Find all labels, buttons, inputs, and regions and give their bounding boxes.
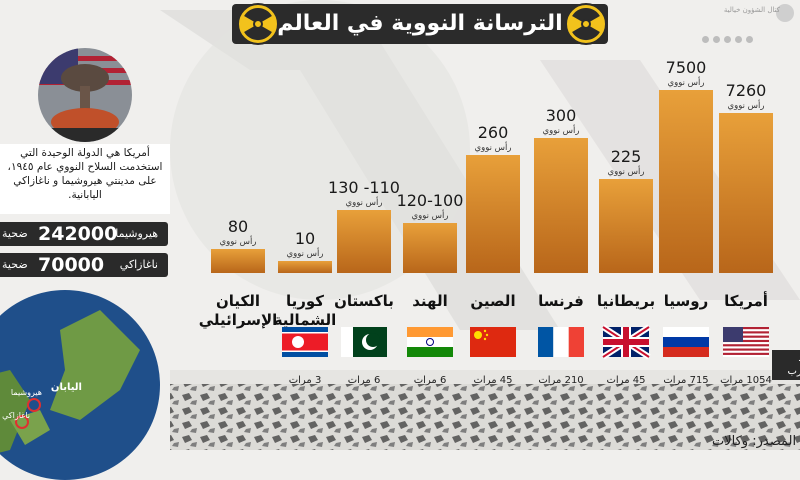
- hiroshima-stat: 242000 هيروشيما ضحية: [0, 222, 168, 246]
- bar-unit-label: رأس نووي: [345, 196, 382, 208]
- bar-unit-label: رأس نووي: [727, 99, 764, 111]
- tests-label: عدد تجارب: [772, 350, 800, 380]
- country-label: الصين: [470, 292, 515, 310]
- radiation-icon: [237, 3, 279, 45]
- bar: [337, 210, 391, 273]
- country-label: أمريكا: [724, 291, 768, 310]
- china-flag-icon: [470, 327, 516, 357]
- country-label: الهند: [412, 292, 447, 310]
- bar: [466, 155, 520, 273]
- tests-count: 6 مرات: [348, 375, 381, 386]
- bar-value-label: 10: [295, 229, 315, 248]
- tests-count: 210 مرات: [538, 375, 583, 386]
- social-icons: [702, 36, 753, 43]
- bar: [719, 113, 773, 273]
- bar: [659, 90, 713, 273]
- north-korea-flag-icon: [282, 327, 328, 357]
- social-icon[interactable]: [746, 36, 753, 43]
- social-icon[interactable]: [713, 36, 720, 43]
- hiroshima-label: هيروشيما: [115, 227, 158, 240]
- page-title: الترسانة النووية في العالم: [232, 4, 608, 44]
- pakistan-flag-icon: [341, 327, 387, 357]
- bar-value-label: 7260: [726, 81, 767, 100]
- uk-flag-icon: [601, 324, 651, 360]
- bar-value-label: 120-100: [397, 191, 464, 210]
- brand-logo: [776, 4, 794, 22]
- country-label: بريطانيا: [597, 292, 655, 310]
- bar: [534, 138, 588, 273]
- map-label-nagasaki: ناغازاكي: [2, 411, 30, 420]
- tests-count: 715 مرات: [663, 375, 708, 386]
- france-flag-icon: [538, 327, 584, 357]
- bar-unit-label: رأس نووي: [474, 141, 511, 153]
- bar-unit-label: رأس نووي: [607, 165, 644, 177]
- bar: [403, 223, 457, 273]
- russia-flag-icon: [663, 327, 709, 357]
- brand-name: كتال الشؤون خيالية: [723, 6, 780, 14]
- social-icon[interactable]: [702, 36, 709, 43]
- country-label: الإسرائيلي: [199, 311, 278, 329]
- bar: [211, 249, 265, 273]
- bar: [278, 261, 332, 273]
- source-label: المصدر: وكالات: [712, 434, 797, 449]
- bar-value-label: 130 -110: [328, 178, 400, 197]
- bar-unit-label: رأس نووي: [667, 76, 704, 88]
- info-text: أمريكا هي الدولة الوحيدة التي استخدمت ال…: [0, 144, 170, 214]
- tests-count: 3 مرات: [289, 375, 322, 386]
- radiation-icon: [565, 3, 607, 45]
- bar-unit-label: رأس نووي: [219, 235, 256, 247]
- tests-count: 1054 مرات: [720, 375, 772, 386]
- tests-count: 45 مرات: [474, 375, 513, 386]
- bar-value-label: 225: [611, 147, 642, 166]
- tests-count: 6 مرات: [414, 375, 447, 386]
- nagasaki-stat: 70000 ناغازاكي ضحية: [0, 253, 168, 277]
- bar-value-label: 7500: [666, 58, 707, 77]
- bar-unit-label: رأس نووي: [542, 124, 579, 136]
- map-label-japan: اليابان: [51, 382, 82, 393]
- social-icon[interactable]: [724, 36, 731, 43]
- country-label: باكستان: [334, 292, 394, 310]
- india-flag-icon: [407, 327, 453, 357]
- japan-map: اليابان هيروشيما ناغازاكي: [0, 290, 160, 480]
- country-label: الشمالية: [274, 311, 337, 329]
- bar: [599, 179, 653, 273]
- country-label: روسيا: [664, 292, 708, 310]
- map-label-hiroshima: هيروشيما: [11, 388, 42, 397]
- bar-value-label: 80: [228, 217, 248, 236]
- hiroshima-casualties: 242000: [38, 223, 118, 245]
- bar-value-label: 300: [546, 106, 577, 125]
- tests-count: 45 مرات: [607, 375, 646, 386]
- country-label: فرنسا: [538, 292, 584, 310]
- nagasaki-casualties: 70000: [38, 254, 105, 276]
- bar-unit-label: رأس نووي: [286, 247, 323, 259]
- country-label: كوريا: [286, 292, 324, 310]
- nagasaki-unit: ضحية: [2, 258, 28, 271]
- nagasaki-label: ناغازاكي: [119, 258, 158, 271]
- social-icon[interactable]: [735, 36, 742, 43]
- country-label: الكيان: [216, 292, 260, 310]
- bar-value-label: 260: [478, 123, 509, 142]
- usa-flag-icon: [723, 327, 769, 357]
- bar-unit-label: رأس نووي: [411, 209, 448, 221]
- hiroshima-unit: ضحية: [2, 227, 28, 240]
